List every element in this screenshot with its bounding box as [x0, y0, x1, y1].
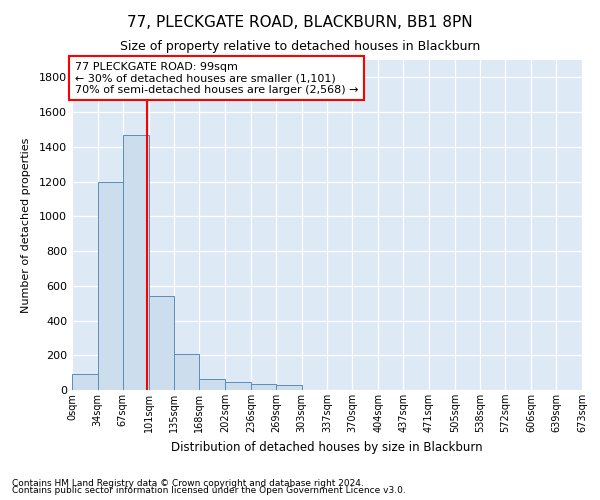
- Bar: [199, 378, 225, 390]
- X-axis label: Distribution of detached houses by size in Blackburn: Distribution of detached houses by size …: [171, 440, 483, 454]
- Bar: [123, 134, 149, 390]
- Text: Contains HM Land Registry data © Crown copyright and database right 2024.: Contains HM Land Registry data © Crown c…: [12, 478, 364, 488]
- Bar: [225, 382, 251, 390]
- Text: Contains public sector information licensed under the Open Government Licence v3: Contains public sector information licen…: [12, 486, 406, 495]
- Y-axis label: Number of detached properties: Number of detached properties: [20, 138, 31, 312]
- Text: 77, PLECKGATE ROAD, BLACKBURN, BB1 8PN: 77, PLECKGATE ROAD, BLACKBURN, BB1 8PN: [127, 15, 473, 30]
- Bar: [149, 296, 175, 390]
- Text: Size of property relative to detached houses in Blackburn: Size of property relative to detached ho…: [120, 40, 480, 53]
- Bar: [251, 384, 276, 390]
- Bar: [98, 182, 123, 390]
- Text: 77 PLECKGATE ROAD: 99sqm
← 30% of detached houses are smaller (1,101)
70% of sem: 77 PLECKGATE ROAD: 99sqm ← 30% of detach…: [74, 62, 358, 95]
- Bar: [276, 385, 302, 390]
- Bar: [72, 374, 98, 390]
- Bar: [175, 354, 199, 390]
